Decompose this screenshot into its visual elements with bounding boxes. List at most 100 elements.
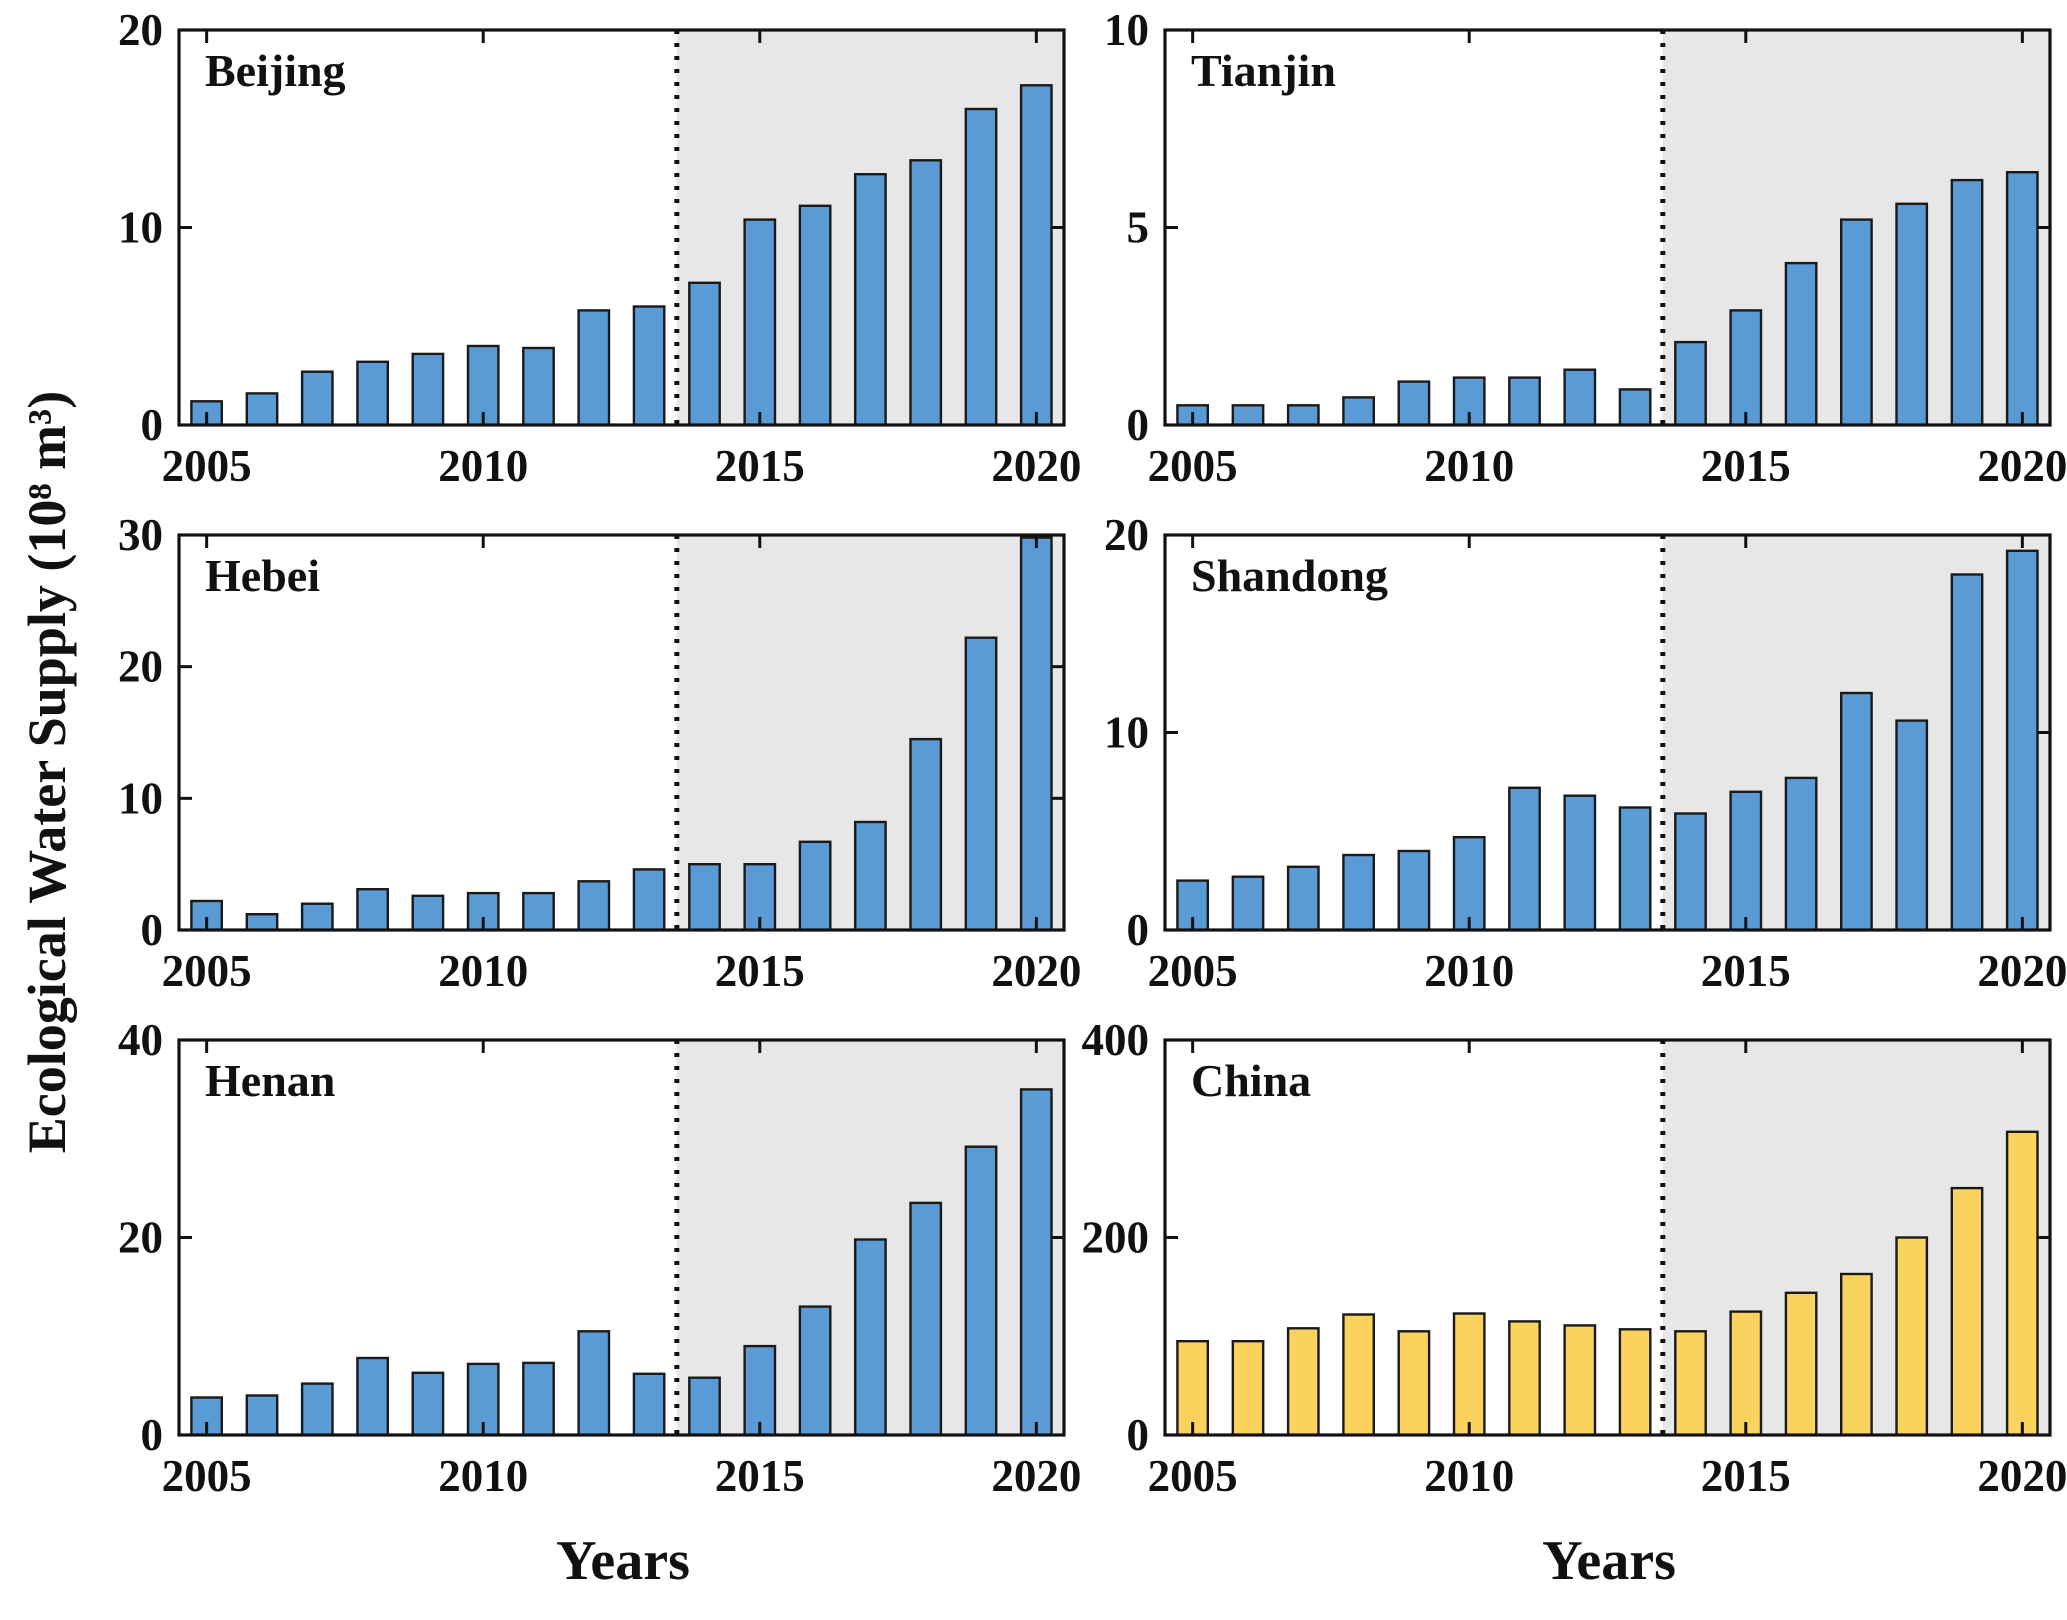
y-tick-label: 10 <box>1104 708 1149 758</box>
panel-title: Henan <box>205 1055 335 1106</box>
x-tick-label: 2005 <box>162 1451 252 1501</box>
bar-2020 <box>2005 549 2039 932</box>
bar-2015 <box>1729 1310 1763 1437</box>
bar-2011 <box>522 346 555 427</box>
bar-2009 <box>411 1371 445 1437</box>
bar-2017 <box>854 1238 887 1437</box>
bar-2011 <box>1508 786 1541 932</box>
bar-2013 <box>632 305 666 427</box>
y-tick-label: 10 <box>1104 14 1149 55</box>
y-tick-label: 10 <box>118 203 163 253</box>
x-tick-label: 2015 <box>1701 1451 1791 1501</box>
bar-2007 <box>300 902 334 932</box>
y-tick-label: 20 <box>1104 519 1149 560</box>
x-tick-label: 2015 <box>715 1451 805 1501</box>
bar-2011 <box>522 1361 555 1437</box>
bar-2007 <box>300 370 334 427</box>
bar-2019 <box>1950 573 1984 932</box>
bar-2009 <box>1397 380 1431 427</box>
x-tick-label: 2015 <box>1701 946 1791 996</box>
x-tick-label: 2020 <box>991 441 1080 491</box>
bar-2009 <box>1397 849 1431 932</box>
chart-panel-china: 0 200 400 2005 2010 2015 2020 China <box>1081 1024 2067 1529</box>
bar-2012 <box>577 1330 611 1437</box>
x-axis-label-left: Years <box>556 1530 690 1592</box>
x-tick-label: 2005 <box>1148 946 1238 996</box>
y-tick-label: 10 <box>118 773 163 823</box>
chart-svg-beijing: 0 10 20 2005 2010 2015 2020 Beijing <box>118 14 1080 491</box>
bar-2009 <box>411 352 445 427</box>
bar-2008 <box>1342 396 1375 427</box>
bar-2014 <box>1674 340 1707 427</box>
bar-2012 <box>1563 368 1597 427</box>
y-tick-label: 0 <box>141 905 164 955</box>
bar-2014 <box>688 281 721 427</box>
bar-2019 <box>964 107 998 427</box>
chart-panel-beijing: 0 10 20 2005 2010 2015 2020 Beijing <box>95 14 1081 519</box>
bar-2015 <box>743 218 777 427</box>
bar-2017 <box>1840 218 1873 427</box>
bar-2008 <box>356 360 389 427</box>
bar-2006 <box>1231 404 1265 427</box>
bar-2016 <box>1784 776 1818 932</box>
bar-2019 <box>964 636 998 932</box>
bar-2018 <box>909 737 943 932</box>
x-tick-label: 2005 <box>1148 441 1238 491</box>
bar-2015 <box>1729 790 1763 932</box>
bar-2006 <box>245 392 279 427</box>
bar-2007 <box>300 1382 334 1437</box>
y-tick-label: 0 <box>1127 905 1150 955</box>
bar-2012 <box>577 309 611 427</box>
bar-2017 <box>1840 691 1873 932</box>
y-tick-label: 20 <box>118 1213 163 1263</box>
bar-2014 <box>688 863 721 932</box>
bar-2013 <box>1618 806 1652 932</box>
x-tick-label: 2010 <box>438 1451 528 1501</box>
bar-2015 <box>743 1344 777 1437</box>
bar-2010 <box>1452 1312 1486 1437</box>
bar-2019 <box>964 1145 998 1437</box>
chart-svg-henan: 0 20 40 2005 2010 2015 2020 Henan <box>118 1024 1080 1501</box>
chart-svg-tianjin: 0 5 10 2005 2010 2015 2020 Tianjin <box>1104 14 2066 491</box>
bar-2018 <box>1895 202 1929 427</box>
bar-2019 <box>1950 1186 1984 1437</box>
bar-2006 <box>1231 1340 1265 1437</box>
bar-2012 <box>577 880 611 932</box>
axes-box <box>177 533 1066 932</box>
x-tick-label: 2020 <box>1977 441 2066 491</box>
bar-2016 <box>1784 1291 1818 1437</box>
bar-2020 <box>1019 1088 1053 1437</box>
y-axis-label-container: Ecological Water Supply (10⁸ m³) <box>0 14 95 1529</box>
bar-2018 <box>909 1201 943 1437</box>
y-tick-label: 0 <box>141 1410 164 1460</box>
bar-2018 <box>1895 719 1929 932</box>
bar-2020 <box>1019 536 1053 932</box>
bar-2014 <box>688 1376 721 1437</box>
x-tick-label: 2020 <box>991 946 1080 996</box>
x-tick-label: 2005 <box>162 946 252 996</box>
y-tick-label: 400 <box>1082 1024 1150 1065</box>
bar-2020 <box>1019 84 1053 427</box>
bar-2016 <box>798 840 832 932</box>
bar-2020 <box>2005 1130 2039 1437</box>
y-tick-label: 20 <box>118 642 163 692</box>
bar-2016 <box>1784 261 1818 427</box>
bar-2020 <box>2005 170 2039 427</box>
x-tick-label: 2010 <box>438 946 528 996</box>
chart-panel-shandong: 0 10 20 2005 2010 2015 2020 Shandong <box>1081 519 2067 1024</box>
y-tick-label: 0 <box>1127 1410 1150 1460</box>
y-tick-label: 0 <box>141 400 164 450</box>
panel-title: Shandong <box>1191 550 1388 601</box>
y-tick-label: 200 <box>1082 1213 1150 1263</box>
x-tick-label: 2015 <box>715 441 805 491</box>
x-tick-label: 2015 <box>715 946 805 996</box>
chart-svg-hebei: 0 10 20 30 2005 2010 2015 2020 Hebei <box>118 519 1080 996</box>
bar-2012 <box>1563 794 1597 932</box>
bar-2013 <box>1618 1328 1652 1437</box>
y-tick-label: 5 <box>1127 203 1150 253</box>
bar-2007 <box>1286 404 1320 427</box>
x-tick-label: 2010 <box>1424 946 1514 996</box>
x-axis-label-left-container: Years <box>95 1529 1081 1604</box>
x-tick-label: 2010 <box>1424 1451 1514 1501</box>
bar-2008 <box>356 888 389 932</box>
